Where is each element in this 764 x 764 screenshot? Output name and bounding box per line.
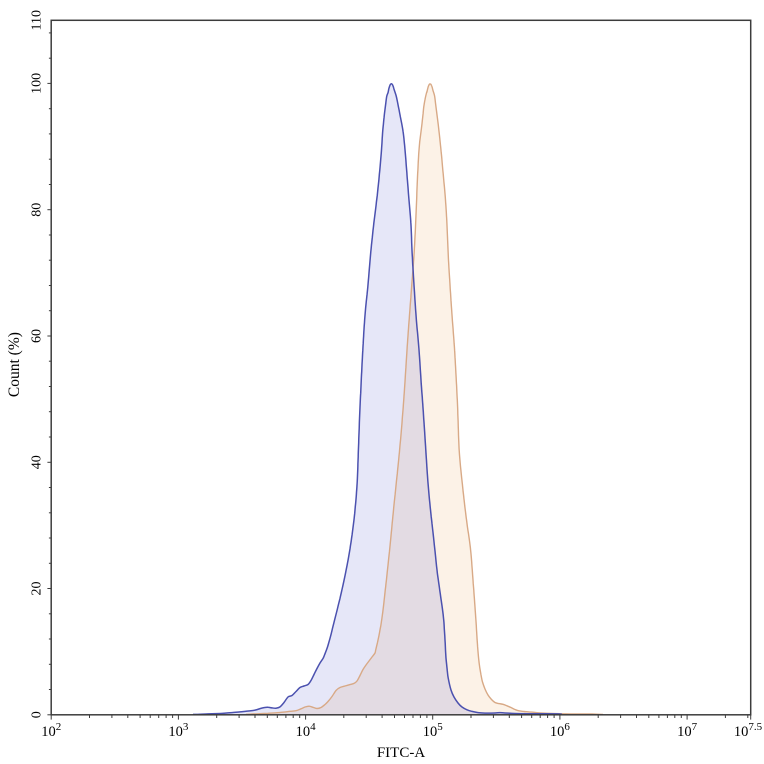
svg-text:100: 100 (30, 73, 45, 94)
svg-text:80: 80 (30, 203, 45, 217)
svg-text:0: 0 (30, 711, 45, 718)
svg-text:20: 20 (30, 582, 45, 596)
svg-text:40: 40 (30, 455, 45, 469)
svg-text:60: 60 (30, 329, 45, 343)
svg-text:FITC-A: FITC-A (377, 745, 426, 761)
svg-text:Count (%): Count (%) (6, 332, 23, 397)
svg-text:110: 110 (30, 10, 45, 30)
